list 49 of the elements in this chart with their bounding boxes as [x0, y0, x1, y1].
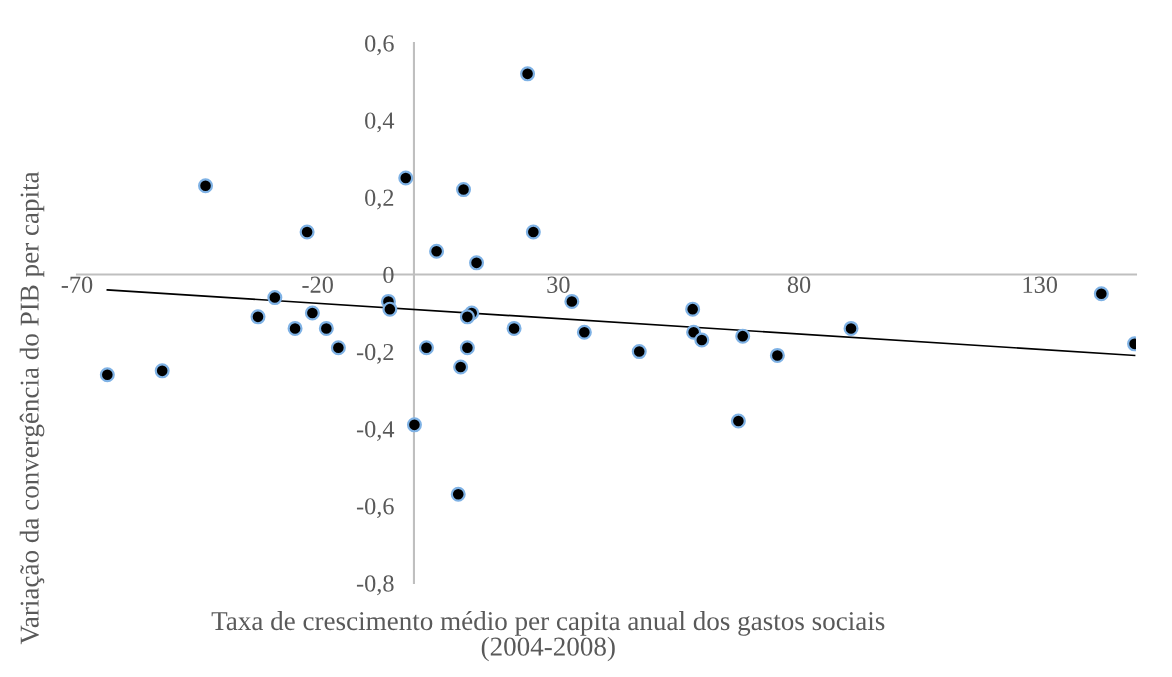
point [459, 340, 475, 356]
point [769, 347, 785, 363]
point [418, 340, 434, 356]
point [429, 243, 445, 259]
point [99, 367, 115, 383]
point [267, 290, 283, 306]
point [520, 66, 536, 82]
point [406, 417, 422, 433]
point [318, 320, 334, 336]
point [525, 224, 541, 240]
y-tick-label: -0,8 [356, 575, 394, 596]
point [685, 301, 701, 317]
point [450, 486, 466, 502]
point [735, 328, 751, 344]
point [198, 178, 214, 194]
x-tick-label: -70 [61, 276, 93, 293]
point [564, 293, 580, 309]
y-tick-label: -0,4 [356, 420, 395, 441]
point [330, 340, 346, 356]
y-tick-label: -0,6 [356, 498, 394, 519]
y-tick-label: -0,2 [356, 343, 394, 364]
y-tick-label: 0 [383, 266, 394, 284]
y-tick-label: 0,6 [365, 35, 394, 56]
point [576, 324, 592, 340]
y-tick-label: 0,2 [365, 189, 394, 210]
point [154, 363, 170, 379]
x-tick-label: 30 [547, 276, 570, 293]
x-tick-label: 80 [787, 276, 811, 293]
point [398, 170, 414, 186]
point [304, 305, 320, 321]
y-tick-label: 0,4 [365, 112, 395, 133]
x-axis-title: Taxa de crescimento médio per capita anual dos gastos sociais (2004-2008) [211, 611, 885, 662]
point [299, 224, 315, 240]
x-tick-label: 130 [1023, 276, 1058, 293]
point [287, 320, 303, 336]
point [459, 309, 475, 325]
point [506, 320, 522, 336]
x-tick-label: -20 [302, 276, 333, 293]
point [469, 255, 485, 271]
point [453, 359, 469, 375]
point [730, 413, 746, 429]
point [694, 332, 710, 348]
point [382, 301, 398, 317]
point [631, 344, 647, 360]
y-axis-title: Variação da convergência do PIB per capita [19, 171, 45, 645]
point [843, 320, 859, 336]
point [456, 182, 472, 198]
point [1093, 286, 1109, 302]
point [250, 309, 266, 325]
